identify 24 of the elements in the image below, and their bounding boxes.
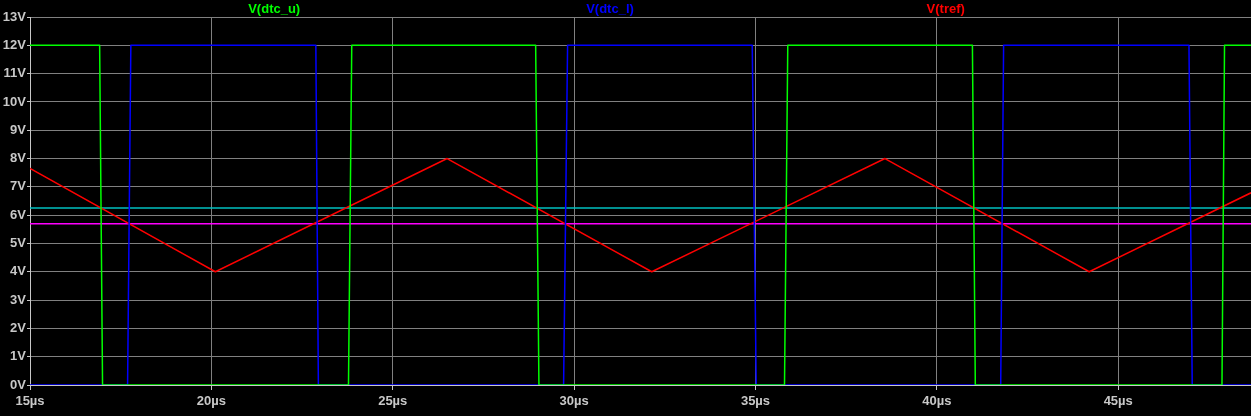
- x-tick-label: 35µs: [740, 393, 771, 409]
- y-tick-label: 8V: [10, 150, 27, 166]
- x-tick-label: 15µs: [15, 393, 45, 409]
- text: V(dtc_u): [248, 0, 301, 16]
- y-tick-label: 6V: [10, 206, 27, 222]
- y-tick-label: 13V: [2, 8, 27, 24]
- y-tick-label: 7V: [10, 178, 27, 194]
- y-tick-label: 5V: [10, 235, 27, 251]
- text: V(tref): [926, 0, 965, 16]
- y-tick-label: 2V: [10, 319, 27, 335]
- x-tick-label: 20µs: [196, 393, 226, 409]
- y-tick-label: 9V: [10, 121, 27, 137]
- text: V(dtc_l): [586, 0, 634, 16]
- y-tick-label: 10V: [2, 93, 27, 109]
- x-tick-label: 30µs: [559, 393, 589, 409]
- y-tick-label: 4V: [10, 263, 27, 279]
- y-tick-label: 3V: [10, 291, 27, 307]
- y-tick-label: 1V: [10, 348, 27, 364]
- y-tick-label: 0V: [10, 376, 27, 392]
- y-tick-label: 11V: [3, 65, 27, 81]
- y-tick-label: 12V: [2, 36, 27, 52]
- x-tick-label: 25µs: [378, 393, 408, 409]
- x-tick-label: 45µs: [1103, 393, 1133, 409]
- x-tick-label: 40µs: [922, 393, 952, 409]
